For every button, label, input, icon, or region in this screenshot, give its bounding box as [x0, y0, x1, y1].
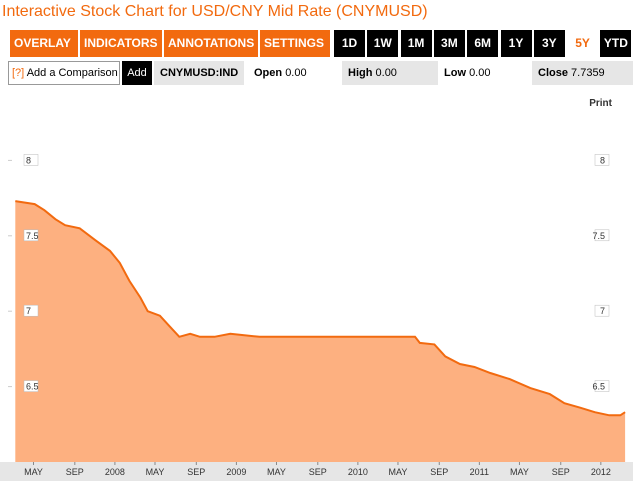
comparison-input[interactable]: [?] Add a Comparison [8, 61, 120, 85]
x-tick-label: 2011 [470, 467, 489, 477]
menu-label: OVERLAY [14, 36, 71, 50]
menu-button[interactable]: SETTINGS [260, 30, 332, 74]
x-tick-label: SEP [309, 467, 327, 477]
low: Low 0.00 [444, 61, 532, 85]
menu-button[interactable]: INDICATORS [80, 30, 164, 74]
toolbar: OVERLAY INDICATORS ANNOTATIONS SETTINGS 1D 1W… [0, 30, 633, 74]
y-tick-box [23, 154, 39, 166]
page-title: Interactive Stock Chart for USD/CNY Mid … [2, 3, 428, 20]
y-tick-label: 7.5 [26, 231, 39, 241]
close: Close 7.7359 [532, 61, 633, 85]
x-tick-label: MAY [389, 467, 408, 477]
y-tick-box [23, 304, 39, 317]
y-tick-label: 8 [600, 155, 605, 165]
x-tick-label: MAY [24, 467, 43, 477]
high: High 0.00 [342, 61, 438, 85]
high-label: High [348, 67, 373, 79]
x-tick-label: 2012 [591, 467, 611, 477]
low-value: 0.00 [469, 67, 491, 79]
y-tick-box [23, 380, 39, 392]
y-tick-box [594, 154, 610, 166]
menu-label: ANNOTATIONS [168, 36, 255, 50]
period-button[interactable]: 6M [467, 30, 499, 57]
x-tick-label: 2009 [226, 467, 246, 477]
y-tick-box [594, 304, 610, 317]
x-tick-label: SEP [66, 467, 84, 477]
y-tick-box [23, 229, 39, 242]
add-button[interactable]: Add [122, 61, 152, 85]
info-bar: [?] Add a Comparison Add CNYMUSD:IND Ope… [8, 61, 633, 85]
open: Open 0.00 [254, 61, 342, 85]
x-tick-label: SEP [187, 467, 205, 477]
period-button[interactable]: YTD [600, 30, 632, 57]
menu-label: SETTINGS [264, 36, 325, 50]
y-tick-box [594, 380, 610, 392]
close-label: Close [538, 67, 568, 79]
chart: Print 8 8 7.5 7.5 7 7 6.5 6.5 MAY SEP 2008 MAY SEP 20… [0, 86, 633, 481]
menu-button[interactable]: ANNOTATIONS [164, 30, 260, 74]
period-button[interactable]: 3Y [533, 30, 565, 57]
period-button[interactable]: 1Y [500, 30, 532, 57]
period-button[interactable]: 3M [433, 30, 465, 57]
y-tick-label: 7 [26, 306, 31, 316]
y-tick-box [594, 229, 610, 242]
menu-button[interactable]: OVERLAY [10, 30, 80, 74]
period-button[interactable]: 5Y [567, 30, 599, 57]
y-tick-label: 7.5 [592, 231, 605, 241]
x-tick-label: MAY [510, 467, 529, 477]
help-link[interactable]: [?] [12, 67, 25, 79]
placeholder: Add a Comparison [26, 67, 118, 79]
period-button[interactable]: 1W [367, 30, 399, 57]
close-value: 7.7359 [571, 67, 605, 79]
line [15, 200, 626, 417]
low-label: Low [444, 67, 466, 79]
ticker: CNYMUSD:IND [154, 61, 244, 85]
x-tick-label: 2008 [105, 467, 125, 477]
x-axis-band [0, 462, 633, 481]
period-button[interactable]: 1M [400, 30, 432, 57]
x-tick-label: MAY [146, 467, 165, 477]
x-tick-label: SEP [552, 467, 570, 477]
x-tick-label: SEP [430, 467, 448, 477]
x-tick-label: MAY [267, 467, 286, 477]
y-tick-label: 7 [600, 306, 605, 316]
area [15, 201, 626, 462]
open-value: 0.00 [285, 67, 307, 79]
high-value: 0.00 [375, 67, 397, 79]
menu-label: INDICATORS [84, 36, 158, 50]
y-tick-label: 8 [26, 155, 31, 165]
x-tick-label: 2010 [348, 467, 368, 477]
y-tick-label: 6.5 [592, 382, 605, 392]
open-label: Open [254, 67, 283, 79]
period-button[interactable]: 1D [334, 30, 365, 57]
dropdown-arrow [268, 67, 276, 74]
print-link[interactable]: Print [589, 98, 612, 109]
y-tick-label: 6.5 [26, 382, 39, 392]
